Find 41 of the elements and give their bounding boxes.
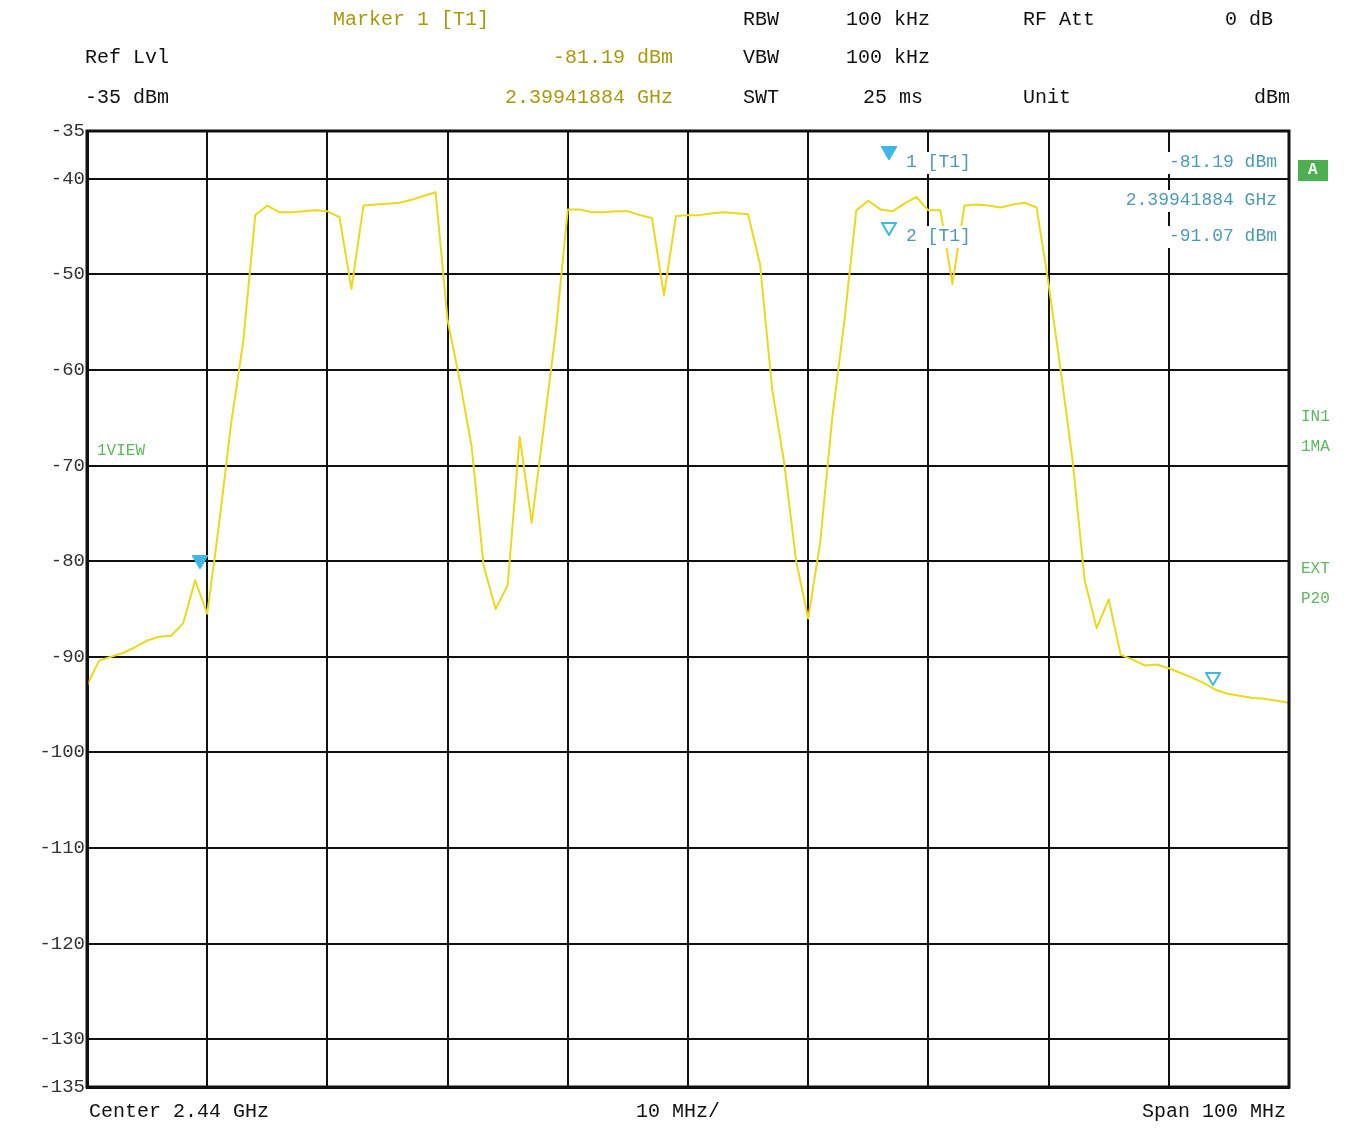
y-tick-label: -130 — [39, 1028, 85, 1051]
text: 100 kHz — [846, 8, 931, 32]
text: Span 100 MHz — [1141, 1100, 1286, 1124]
y-tick-label: -70 — [50, 454, 85, 477]
text: Marker 1 [T1] — [333, 8, 490, 32]
text: EXT — [1301, 560, 1330, 580]
y-tick-label: -50 — [50, 263, 85, 286]
annotation: 1VIEW — [97, 442, 146, 462]
text: 10 MHz/ — [636, 1100, 721, 1124]
text: 2.39941884 GHz — [504, 86, 673, 110]
text: VBW — [743, 46, 780, 70]
text: Unit — [1023, 86, 1072, 110]
text: IN1 — [1301, 408, 1330, 428]
text: SWT — [743, 86, 780, 110]
text: Ref Lvl — [85, 46, 170, 70]
annotation: -81.19 dBm — [1165, 152, 1280, 174]
text: 1MA — [1301, 438, 1330, 458]
annotation: 2 [T1] — [903, 226, 974, 248]
y-tick-label: -35 — [50, 120, 85, 143]
text: dBm — [1253, 86, 1290, 110]
text: 0 dB — [1224, 8, 1273, 32]
y-tick-label: -135 — [39, 1076, 85, 1099]
y-tick-label: -110 — [39, 837, 85, 860]
text: A — [1298, 160, 1328, 182]
y-tick-label: -80 — [50, 550, 85, 573]
text: P20 — [1301, 590, 1330, 610]
text: Center 2.44 GHz — [89, 1100, 270, 1124]
y-tick-label: -120 — [39, 932, 85, 955]
text: 25 ms — [863, 86, 924, 110]
annotation: 2.39941884 GHz — [1122, 190, 1280, 212]
y-tick-label: -90 — [50, 645, 85, 668]
text: RBW — [743, 8, 780, 32]
y-tick-label: -40 — [50, 167, 85, 190]
text: -81.19 dBm — [552, 46, 673, 70]
text: -35 dBm — [85, 86, 170, 110]
y-tick-label: -100 — [39, 741, 85, 764]
annotation: -91.07 dBm — [1165, 226, 1280, 248]
y-tick-label: -60 — [50, 359, 85, 382]
text: RF Att — [1023, 8, 1096, 32]
annotation: 1 [T1] — [903, 152, 974, 174]
text: 100 kHz — [846, 46, 931, 70]
